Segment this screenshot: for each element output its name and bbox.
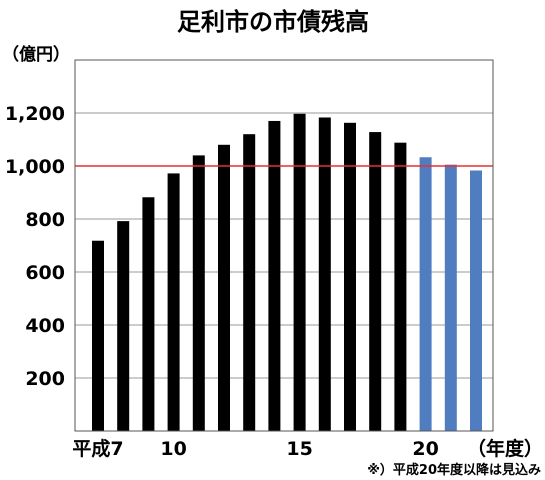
projected-bar	[470, 170, 482, 431]
y-tick-label: 1,000	[5, 156, 65, 178]
bar	[369, 132, 382, 431]
x-axis-ticks: 平成7 10 15 20	[72, 437, 438, 460]
bar	[318, 117, 331, 431]
x-axis-unit-label: （年度）	[467, 437, 543, 460]
bar	[293, 113, 306, 432]
bar	[344, 122, 356, 432]
projected-bar	[444, 164, 457, 432]
bar	[192, 155, 205, 431]
bar	[218, 144, 230, 432]
bar	[167, 173, 180, 432]
plot-frame	[74, 59, 494, 432]
chart-title: 足利市の市債残高	[177, 8, 369, 36]
y-axis-unit-label: （億円）	[2, 44, 70, 65]
bar	[142, 197, 155, 431]
y-tick-label: 1,200	[5, 103, 65, 125]
bar	[394, 142, 407, 431]
projection-note: ※）平成20年度以降は見込み	[367, 462, 541, 478]
bars	[92, 113, 482, 432]
bar	[268, 120, 281, 431]
bar	[92, 240, 104, 431]
bar	[243, 134, 256, 431]
x-tick-label: 20	[412, 438, 438, 460]
y-tick-label: 800	[25, 209, 65, 231]
x-tick-label: 10	[160, 438, 186, 460]
x-tick-label: 15	[286, 438, 312, 460]
y-tick-label: 600	[25, 262, 65, 284]
y-tick-label: 400	[25, 315, 65, 337]
y-tick-label: 200	[25, 368, 65, 390]
projected-bar	[419, 157, 432, 431]
x-tick-label: 平成7	[72, 437, 123, 460]
bar	[117, 221, 130, 431]
y-axis-ticks: 200 400 600 800 1,000 1,200	[5, 103, 65, 390]
